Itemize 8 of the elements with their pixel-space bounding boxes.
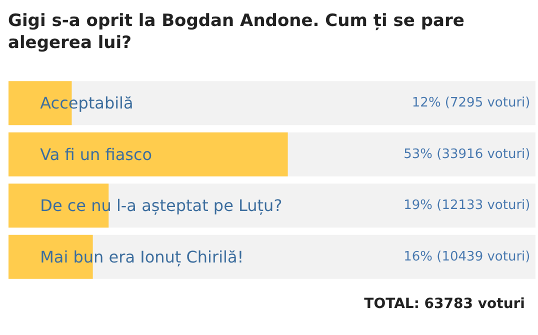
bar bbox=[8, 184, 109, 228]
data-label: 19% (12133 voturi) bbox=[404, 198, 530, 214]
y-tick-label: Va fi un fiasco bbox=[40, 144, 152, 164]
data-label: 53% (33916 voturi) bbox=[404, 146, 530, 162]
text: TOTAL: 63783 voturi bbox=[363, 295, 525, 314]
data-label: 16% (10439 voturi) bbox=[404, 249, 530, 264]
chart-title: Gigi s-a oprit la Bogdan Andone. Cum ți se pare alegerea lui? bbox=[8, 10, 466, 54]
data-label: 12% (7295 voturi) bbox=[412, 96, 530, 111]
